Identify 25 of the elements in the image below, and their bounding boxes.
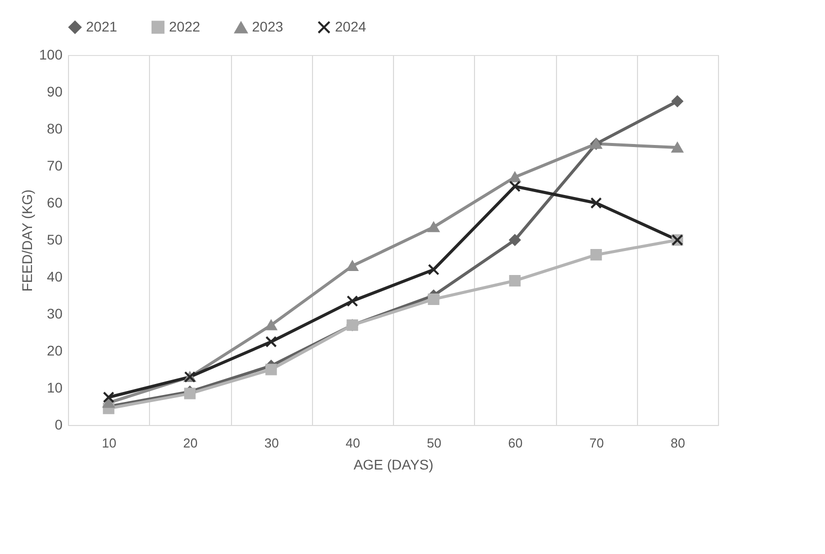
y-tick-label: 40 <box>46 268 63 284</box>
legend-label: 2024 <box>335 18 366 34</box>
x-tick-label: 70 <box>589 436 604 450</box>
x-tick-label: 80 <box>670 436 686 450</box>
y-tick-label: 30 <box>46 306 63 322</box>
y-tick-label: 20 <box>46 342 63 358</box>
y-axis-title: FEED/DAY (KG) <box>19 189 36 292</box>
x-tick-label: 40 <box>346 436 360 450</box>
legend-label: 2022 <box>169 18 200 34</box>
y-tick-label: 10 <box>46 380 63 396</box>
x-tick-label: 50 <box>426 436 442 450</box>
x-tick-label: 10 <box>102 436 116 450</box>
y-tick-label: 0 <box>54 416 63 432</box>
y-tick-label: 100 <box>39 46 63 62</box>
legend-label: 2021 <box>86 18 118 34</box>
y-tick-label: 50 <box>46 232 63 248</box>
y-tick-label: 70 <box>46 158 63 174</box>
y-tick-label: 80 <box>46 120 63 136</box>
legend-label: 2023 <box>252 18 284 35</box>
x-tick-label: 20 <box>183 436 198 450</box>
x-tick-label: 60 <box>508 436 523 450</box>
x-axis-title: AGE (DAYS) <box>354 456 434 472</box>
y-tick-label: 90 <box>46 84 63 100</box>
y-tick-label: 60 <box>46 194 63 210</box>
x-tick-label: 30 <box>264 436 279 450</box>
